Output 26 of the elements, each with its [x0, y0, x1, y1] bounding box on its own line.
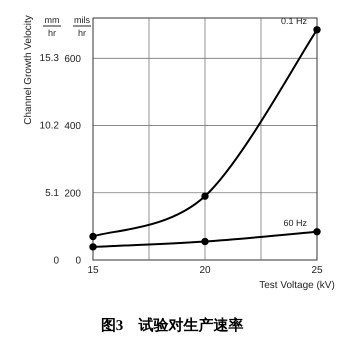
point: [89, 243, 97, 251]
y-tick-label: 10.2: [40, 120, 60, 132]
text: mm: [44, 15, 60, 25]
point: [201, 192, 209, 200]
text: 图3 试验对生产速率: [100, 316, 244, 334]
y-tick-label: 15.3: [40, 53, 60, 64]
y2-tick-label: 200: [64, 188, 82, 200]
x-tick-label: 25: [311, 265, 323, 276]
point: [313, 26, 321, 34]
y-axis-title: Channel Growth Velocity: [23, 15, 34, 125]
text: hr: [48, 28, 56, 38]
text: mils: [74, 15, 90, 25]
x-tick-label: 20: [199, 265, 211, 276]
series-label: 0.1 Hz: [280, 16, 308, 26]
y-tick-label: 0: [53, 256, 60, 266]
y2-tick-label: 400: [64, 121, 82, 132]
point: [313, 228, 321, 236]
text: hr: [78, 28, 86, 38]
y-tick-label: 5.1: [45, 188, 60, 200]
x-axis-title: Test Voltage (kV): [259, 280, 335, 291]
y2-tick-label: 0: [75, 256, 82, 266]
x-tick-label: 15: [87, 265, 99, 276]
y2-tick-label: 600: [64, 54, 82, 65]
series-label: 60 Hz: [283, 218, 308, 228]
point: [201, 238, 209, 246]
point: [89, 232, 97, 240]
